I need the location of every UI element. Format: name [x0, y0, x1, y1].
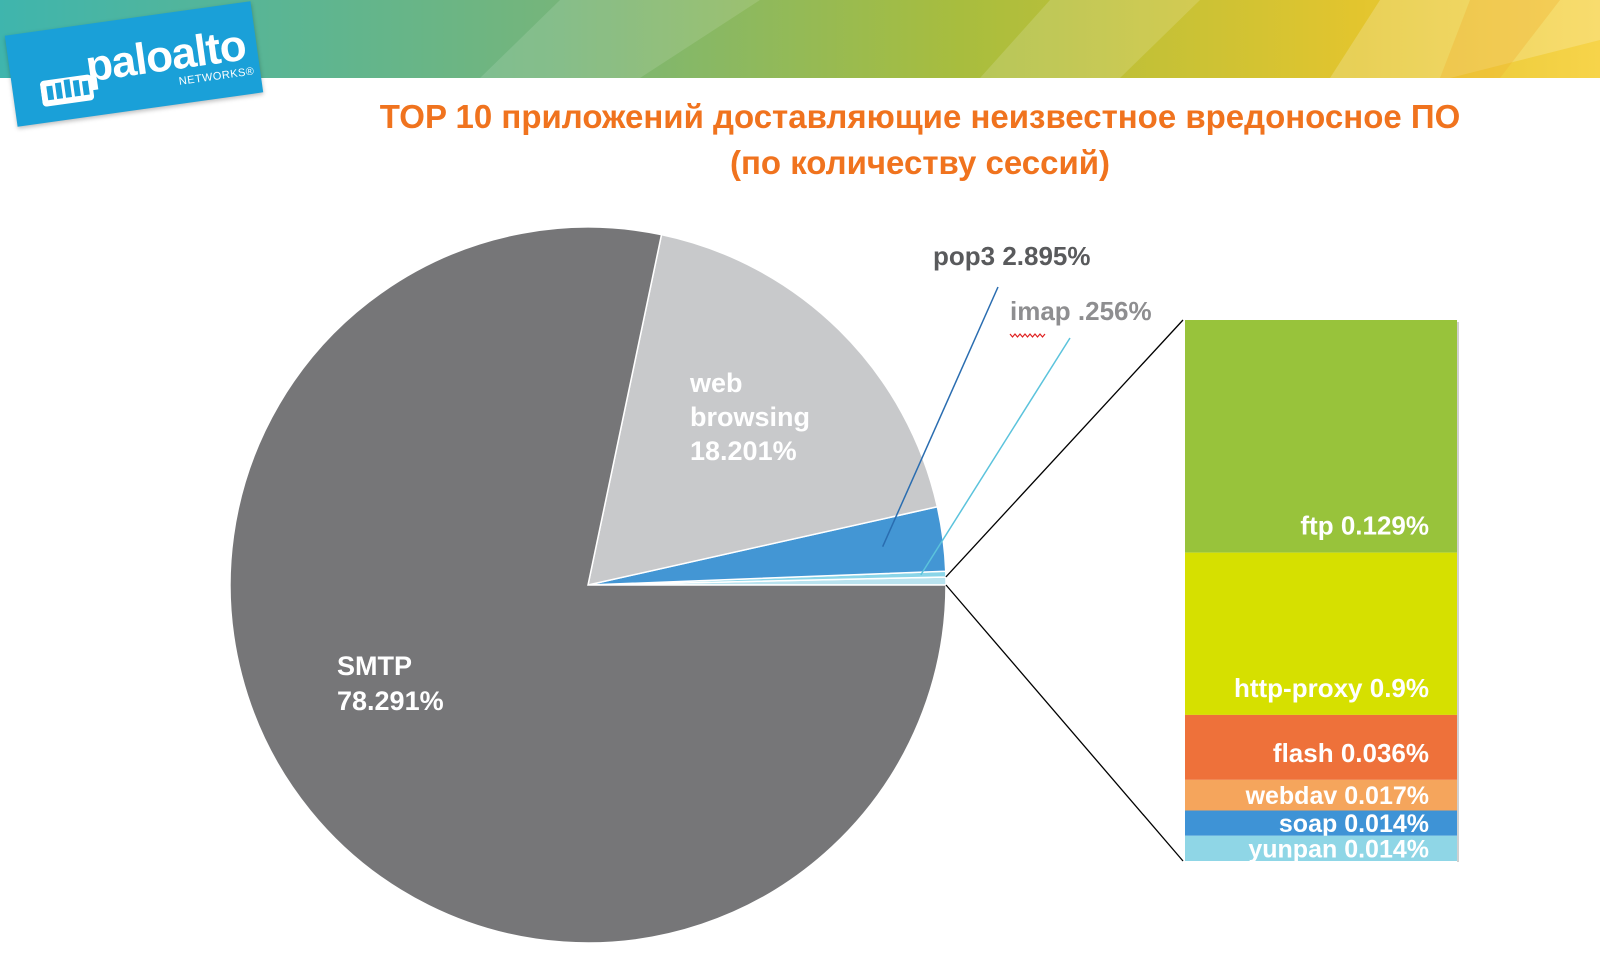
page-title: TOP 10 приложений доставляющие неизвестн… — [270, 94, 1570, 186]
leader-line-pop3 — [881, 286, 999, 547]
pie-label-web-browsing: web browsing 18.201% — [689, 368, 810, 466]
bar-label-flash: flash 0.036% — [1273, 738, 1429, 768]
bar-label-ftp: ftp 0.129% — [1300, 511, 1429, 541]
bar-segment-soap — [1185, 810, 1457, 836]
bar-segment-http-proxy — [1185, 552, 1457, 715]
leader-line-imap — [920, 337, 1071, 576]
bar-label-webdav: webdav 0.017% — [1245, 782, 1429, 810]
pie — [229, 226, 947, 944]
pie-label-imap: imap .256% — [1010, 296, 1152, 326]
header-banner — [0, 0, 1600, 78]
breakdown-bar: ftp 0.129% http-proxy 0.9% flash 0.036% web… — [1185, 320, 1459, 863]
pie-label-pop3: pop3 2.895% — [933, 241, 1091, 271]
connector-line-bottom — [945, 584, 1184, 862]
bar-label-http-proxy: http-proxy 0.9% — [1234, 673, 1429, 703]
connector-line-top — [945, 319, 1184, 578]
title-line-1: TOP 10 приложений доставляющие неизвестн… — [379, 98, 1461, 135]
pie-slice-smtp — [229, 226, 947, 944]
bar-segment-webdav — [1185, 779, 1457, 811]
pie-label-smtp: SMTP 78.291% — [337, 651, 444, 716]
pie-labels: SMTP 78.291% web browsing 18.201% pop3 2.895%… — [337, 241, 1152, 716]
bar-segment-ftp — [1185, 320, 1457, 553]
bar-label-yunpan: yunpan 0.014% — [1248, 835, 1429, 863]
paloalto-logo-icon — [40, 74, 95, 107]
bar-label-soap: soap 0.014% — [1279, 810, 1429, 838]
spellcheck-underline — [1009, 333, 1046, 338]
bar-segment-flash — [1185, 714, 1457, 780]
paloalto-logo: paloalto NETWORKS® — [4, 1, 264, 127]
pie-slice-web-browsing — [587, 233, 939, 586]
title-line-2: (по количеству сессий) — [729, 144, 1111, 181]
connector-lines — [945, 319, 1184, 862]
bar-segment-yunpan — [1185, 835, 1457, 861]
